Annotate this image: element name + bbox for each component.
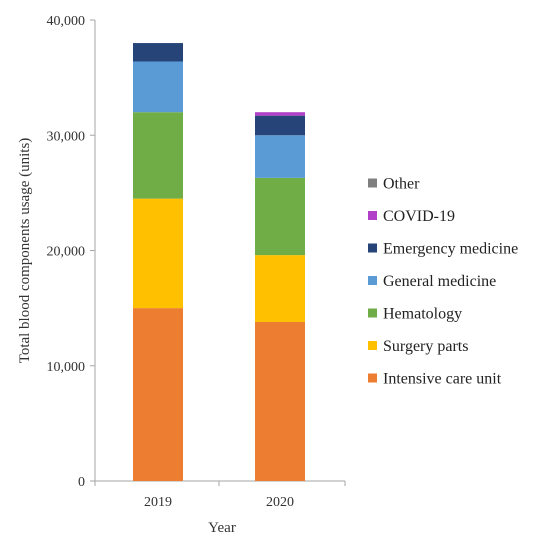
legend-swatch	[368, 276, 377, 285]
legend-swatch	[368, 308, 377, 318]
legend-label: Other	[383, 176, 420, 193]
legend-swatch	[368, 341, 377, 350]
y-axis-title: Total blood components usage (units)	[17, 138, 33, 364]
bar-segment-hematology-2020	[255, 177, 305, 256]
x-tick-label: 2020	[266, 495, 294, 510]
legend-label: Hematology	[383, 306, 462, 323]
bar-segment-intensive-care-unit-2020	[255, 321, 305, 481]
bar-segment-covid-19-2020	[255, 112, 305, 116]
y-tick-label: 40,000	[47, 14, 86, 29]
axes-layer: 0 10,000 20,000 30,000 40,000 2019 2020 Year Tot…	[17, 14, 346, 536]
legend-label: General medicine	[383, 273, 496, 290]
y-tick-label: 10,000	[47, 360, 86, 375]
legend-swatch	[368, 373, 377, 383]
x-axis-title: Year	[208, 520, 236, 536]
bar-segment-general-medicine-2020	[255, 135, 305, 178]
bar-segment-surgery-parts-2019	[133, 198, 183, 309]
y-tick-label: 20,000	[47, 245, 86, 260]
legend-label: Surgery parts	[383, 338, 468, 355]
y-tick-label: 0	[78, 475, 85, 490]
legend-swatch	[368, 243, 377, 253]
legend-swatch	[368, 211, 377, 220]
legend: Other COVID-19 Emergency medicine General m…	[368, 176, 518, 388]
legend-label: Emergency medicine	[383, 241, 518, 258]
bar-segment-general-medicine-2019	[133, 61, 183, 113]
bar-segment-intensive-care-unit-2019	[133, 308, 183, 481]
bar-segment-emergency-medicine-2020	[255, 115, 305, 136]
bars-layer	[133, 43, 305, 481]
bar-segment-emergency-medicine-2019	[133, 43, 183, 62]
legend-label: Intensive care unit	[383, 371, 502, 388]
legend-swatch	[368, 178, 377, 188]
x-tick-label: 2019	[144, 495, 172, 510]
bar-segment-surgery-parts-2020	[255, 255, 305, 322]
bar-segment-hematology-2019	[133, 112, 183, 199]
legend-label: COVID-19	[383, 208, 455, 225]
y-tick-label: 30,000	[47, 129, 86, 144]
